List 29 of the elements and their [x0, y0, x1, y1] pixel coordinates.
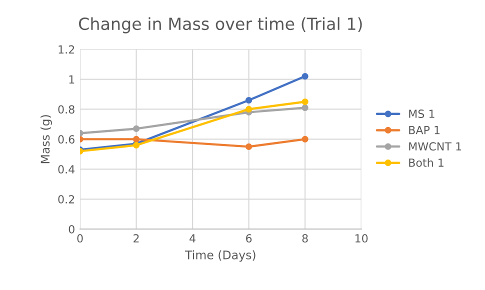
- legend-label: BAP 1: [409, 126, 440, 134]
- point: [302, 72, 308, 80]
- x-tick-label: 8: [302, 234, 308, 243]
- point: [302, 98, 308, 106]
- y-tick-label: 0.4: [58, 165, 75, 174]
- y-tick-label: 0: [68, 225, 74, 234]
- x-tick-label: 4: [190, 234, 196, 242]
- legend-label: MWCNT 1: [409, 142, 462, 151]
- legend-label: MS 1: [409, 110, 434, 118]
- x-tick-label: 2: [134, 234, 139, 242]
- point: [246, 96, 252, 104]
- y-axis-title: Mass (g): [40, 115, 52, 164]
- point: [246, 143, 252, 150]
- y-tick-label: 1.2: [58, 45, 74, 54]
- x-axis-title: Time (Days): [184, 250, 256, 262]
- y-tick-label: 0.6: [58, 135, 74, 144]
- x-tick-label: 6: [246, 234, 252, 243]
- legend-label: Both 1: [409, 158, 444, 167]
- point: [302, 104, 308, 112]
- y-tick-label: 0.8: [58, 105, 74, 114]
- y-tick-label: 0.2: [58, 195, 74, 204]
- point: [302, 136, 308, 142]
- x-tick-label: 0: [77, 234, 83, 243]
- point: [132, 125, 140, 132]
- x-tick-label: 10: [355, 234, 368, 243]
- y-tick-label: 1: [69, 75, 74, 84]
- chart-title: Change in Mass over time (Trial 1): [79, 17, 362, 34]
- point: [246, 106, 252, 113]
- point: [132, 136, 140, 142]
